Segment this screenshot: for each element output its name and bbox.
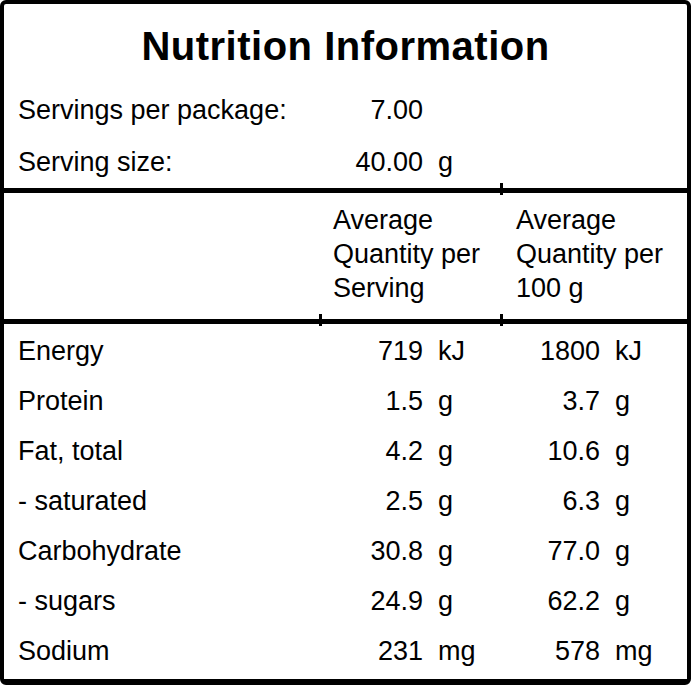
nutrient-label: Protein xyxy=(4,386,320,417)
column-divider-tick xyxy=(500,314,503,326)
table-row-saturated-fat: - saturated 2.5 g 6.3 g xyxy=(4,476,687,526)
per-100g-column-header: Average Quantity per 100 g xyxy=(500,203,687,305)
per-serving-unit: g xyxy=(423,436,500,467)
nutrient-label: Energy xyxy=(4,336,320,367)
per-100g-value: 62.2 xyxy=(500,586,600,617)
per-serving-value: 2.5 xyxy=(320,486,423,517)
table-row-sodium: Sodium 231 mg 578 mg xyxy=(4,626,687,676)
nutrient-label: Sodium xyxy=(4,636,320,667)
table-row-fat-total: Fat, total 4.2 g 10.6 g xyxy=(4,426,687,476)
nutrient-label: - saturated xyxy=(4,486,320,517)
serving-size-row: Serving size: 40.00 g xyxy=(4,136,687,188)
nutrient-label: - sugars xyxy=(4,586,320,617)
per-serving-value: 719 xyxy=(320,336,423,367)
per-100g-value: 6.3 xyxy=(500,486,600,517)
per-100g-value: 1800 xyxy=(500,336,600,367)
per-100g-unit: mg xyxy=(600,636,687,667)
nutrient-table-body: Energy 719 kJ 1800 kJ Protein 1.5 g 3.7 … xyxy=(4,324,687,676)
column-divider-tick xyxy=(500,183,503,195)
serving-size-label: Serving size: xyxy=(4,147,320,178)
nutrient-label: Fat, total xyxy=(4,436,320,467)
table-row-sugars: - sugars 24.9 g 62.2 g xyxy=(4,576,687,626)
per-100g-unit: g xyxy=(600,386,687,417)
column-divider-tick xyxy=(319,314,322,326)
per-serving-unit: g xyxy=(423,386,500,417)
panel-title: Nutrition Information xyxy=(4,22,687,70)
panel-header-section: Nutrition Information Servings per packa… xyxy=(4,4,687,188)
per-100g-value: 3.7 xyxy=(500,386,600,417)
per-100g-unit: kJ xyxy=(600,336,687,367)
per-serving-value: 30.8 xyxy=(320,536,423,567)
bottom-thick-divider xyxy=(4,319,687,324)
per-serving-unit: g xyxy=(423,536,500,567)
servings-per-package-label: Servings per package: xyxy=(4,95,320,126)
per-serving-unit: kJ xyxy=(423,336,500,367)
serving-size-value: 40.00 xyxy=(320,147,423,178)
table-row-energy: Energy 719 kJ 1800 kJ xyxy=(4,326,687,376)
per-100g-value: 10.6 xyxy=(500,436,600,467)
servings-per-package-row: Servings per package: 7.00 xyxy=(4,84,687,136)
column-headers-row: Average Quantity per Serving Average Qua… xyxy=(4,193,687,319)
table-row-protein: Protein 1.5 g 3.7 g xyxy=(4,376,687,426)
servings-per-package-value: 7.00 xyxy=(320,95,423,126)
table-row-carbohydrate: Carbohydrate 30.8 g 77.0 g xyxy=(4,526,687,576)
per-serving-unit: g xyxy=(423,486,500,517)
nutrient-label: Carbohydrate xyxy=(4,536,320,567)
per-serving-column-header: Average Quantity per Serving xyxy=(320,203,500,305)
per-100g-unit: g xyxy=(600,586,687,617)
nutrition-information-panel: Nutrition Information Servings per packa… xyxy=(0,0,691,685)
top-thick-divider xyxy=(4,188,687,193)
per-serving-unit: g xyxy=(423,586,500,617)
serving-size-unit: g xyxy=(423,147,500,178)
per-serving-value: 24.9 xyxy=(320,586,423,617)
per-100g-unit: g xyxy=(600,536,687,567)
per-100g-unit: g xyxy=(600,486,687,517)
per-100g-unit: g xyxy=(600,436,687,467)
per-100g-value: 77.0 xyxy=(500,536,600,567)
per-serving-value: 231 xyxy=(320,636,423,667)
per-serving-value: 4.2 xyxy=(320,436,423,467)
per-serving-unit: mg xyxy=(423,636,500,667)
per-serving-value: 1.5 xyxy=(320,386,423,417)
per-100g-value: 578 xyxy=(500,636,600,667)
